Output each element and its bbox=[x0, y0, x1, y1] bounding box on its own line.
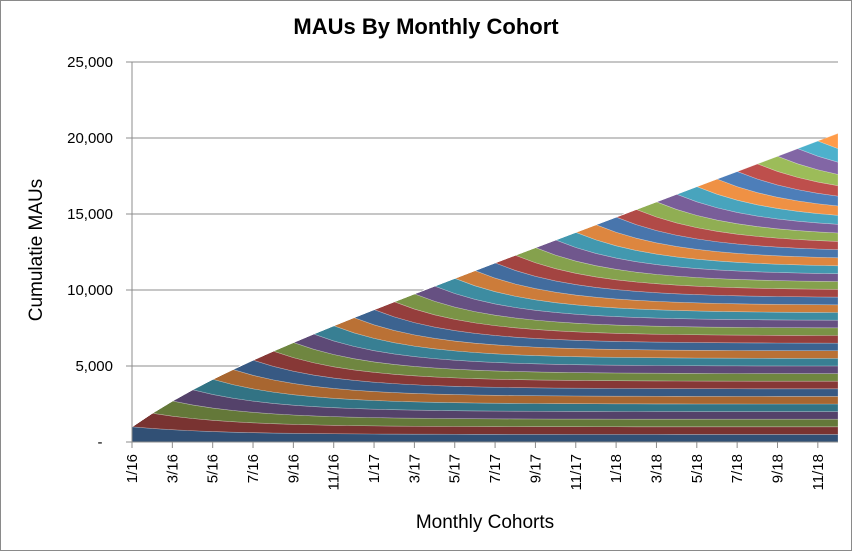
x-tick-label: 11/17 bbox=[568, 454, 585, 490]
x-tick-label: 11/16 bbox=[326, 454, 343, 490]
y-tick-label: 20,000 bbox=[67, 130, 113, 147]
y-tick-label: 10,000 bbox=[67, 282, 113, 299]
cohort-area bbox=[131, 171, 839, 428]
cohort-area bbox=[131, 400, 839, 428]
x-tick-label: 9/16 bbox=[285, 454, 302, 483]
x-tick-label: 3/17 bbox=[406, 454, 423, 483]
cohort-area bbox=[131, 186, 839, 428]
cohort-area bbox=[131, 254, 839, 428]
cohort-area bbox=[131, 140, 839, 428]
cohort-area bbox=[131, 132, 839, 428]
x-tick-label: 1/16 bbox=[124, 454, 141, 483]
cohort-area bbox=[131, 270, 839, 428]
cohort-area bbox=[131, 239, 839, 428]
x-tick-label: 3/18 bbox=[648, 454, 665, 483]
x-tick-label: 5/17 bbox=[447, 454, 464, 483]
cohort-area bbox=[131, 178, 839, 428]
cohort-area bbox=[131, 277, 839, 428]
y-tick-label: - bbox=[98, 434, 103, 451]
cohort-area bbox=[131, 309, 839, 428]
y-tick-label: 5,000 bbox=[75, 358, 113, 375]
cohort-area bbox=[131, 285, 839, 428]
cohort-area bbox=[131, 293, 839, 428]
cohort-area bbox=[131, 201, 839, 428]
cohort-area bbox=[131, 193, 839, 428]
x-tick-label: 7/16 bbox=[245, 454, 262, 483]
cohort-area bbox=[131, 301, 839, 428]
cohort-area bbox=[131, 359, 839, 428]
x-tick-label: 5/16 bbox=[205, 454, 222, 483]
x-tick-label: 1/18 bbox=[608, 454, 625, 483]
y-tick-label: 25,000 bbox=[67, 54, 113, 71]
cohort-area bbox=[131, 163, 839, 428]
x-tick-label: 7/18 bbox=[729, 454, 746, 483]
cohort-area bbox=[131, 224, 839, 428]
x-tick-label: 9/17 bbox=[527, 454, 544, 483]
cohort-area bbox=[131, 231, 839, 428]
x-tick-label: 1/17 bbox=[366, 454, 383, 483]
chart-title: MAUs By Monthly Cohort bbox=[293, 14, 559, 39]
cohort-area bbox=[131, 148, 839, 428]
cohort-area bbox=[131, 369, 839, 428]
cohort-area bbox=[131, 247, 839, 428]
x-tick-label: 9/18 bbox=[769, 454, 786, 483]
x-tick-label: 5/18 bbox=[689, 454, 706, 483]
x-tick-label: 7/17 bbox=[487, 454, 504, 483]
cohort-area bbox=[131, 262, 839, 428]
y-tick-label: 15,000 bbox=[67, 206, 113, 223]
cohort-area bbox=[131, 216, 839, 428]
x-tick-label: 11/18 bbox=[810, 454, 827, 490]
x-axis-label: Monthly Cohorts bbox=[415, 512, 555, 533]
cohort-area bbox=[131, 378, 839, 428]
cohort-area bbox=[131, 155, 839, 428]
cohort-area bbox=[131, 209, 839, 428]
cohort-area bbox=[131, 333, 839, 428]
x-tick-label: 3/16 bbox=[164, 454, 181, 483]
